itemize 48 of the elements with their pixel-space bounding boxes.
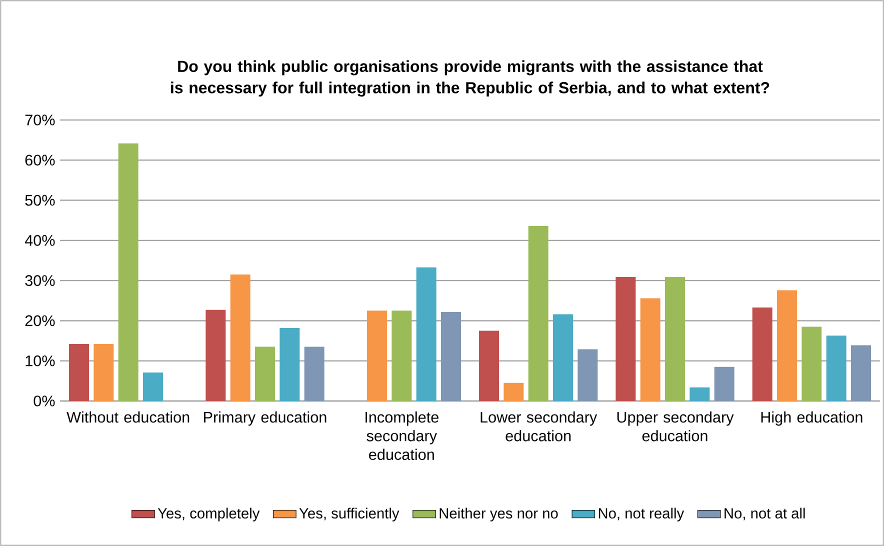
- bar: [553, 314, 574, 401]
- bar: [304, 346, 324, 401]
- y-tick-label: 60%: [25, 154, 55, 166]
- y-tick-label: 0%: [34, 396, 55, 406]
- legend-label: Neither yes nor no: [440, 508, 558, 522]
- bar: [851, 345, 872, 401]
- y-tick-label: 70%: [25, 114, 55, 126]
- bar: [714, 366, 734, 401]
- chart-title: Do you think public organisations provide migrants with the assistance that is necessary for full integration in the Republic of Serbia, and to what extent?: [171, 60, 770, 97]
- bar: [690, 387, 710, 401]
- y-tick-label: 40%: [24, 235, 55, 246]
- bar: [416, 267, 436, 401]
- bar: [94, 344, 114, 401]
- y-tick-label: 20%: [25, 315, 55, 326]
- bar: [578, 349, 598, 401]
- legend-label: Yes, sufficiently: [299, 508, 400, 522]
- bar: [640, 298, 660, 401]
- bar: [802, 326, 822, 401]
- bar: [616, 276, 636, 401]
- bar: [367, 310, 388, 401]
- x-tick-label: High education: [761, 411, 862, 426]
- bar: [528, 226, 548, 401]
- x-tick-label: Primary education: [204, 411, 326, 426]
- bar: [665, 276, 686, 401]
- x-tick-label: Without education: [66, 411, 190, 423]
- bar: [752, 307, 772, 401]
- bar: [392, 310, 412, 401]
- legend-label: Yes, completely: [158, 508, 260, 522]
- bar: [255, 346, 276, 401]
- bar: [206, 310, 226, 401]
- bar: [826, 336, 846, 401]
- bar: [777, 290, 798, 401]
- y-tick-label: 10%: [26, 355, 55, 366]
- x-tick-label: Lower secondary education: [480, 411, 598, 442]
- bar: [441, 312, 462, 401]
- y-tick-label: 50%: [25, 194, 55, 206]
- bar: [143, 372, 163, 401]
- bar: [118, 143, 138, 401]
- legend-label: No, not really: [598, 508, 684, 522]
- x-tick-label: Upper secondary education: [617, 411, 734, 442]
- y-tick-label: 30%: [25, 275, 55, 286]
- bar: [230, 274, 250, 401]
- x-tick-label: Incomplete secondary education: [366, 411, 438, 460]
- bar: [504, 382, 524, 401]
- legend-label: No, not at all: [724, 508, 805, 520]
- bar: [69, 344, 89, 401]
- bar: [280, 328, 300, 401]
- bar: [479, 330, 500, 401]
